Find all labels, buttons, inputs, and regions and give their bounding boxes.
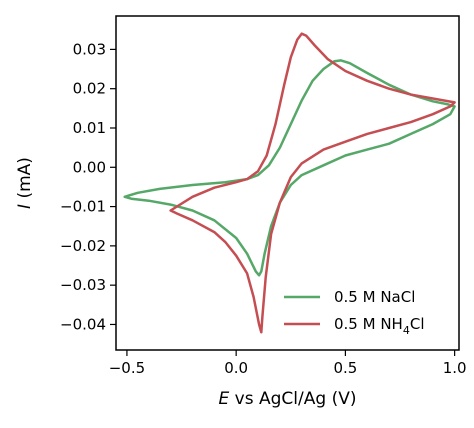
legend-label-nh4cl: 0.5 M NH4Cl xyxy=(334,315,425,337)
x-tick-label: −0.5 xyxy=(109,359,145,377)
legend-label-nh4cl-main: 0.5 M NH xyxy=(334,315,403,333)
x-tick-label: 0.5 xyxy=(333,359,357,377)
legend: 0.5 M NaCl 0.5 M NH4Cl xyxy=(284,288,425,337)
y-tick-label: 0.01 xyxy=(73,119,106,137)
legend-label-nacl-text: 0.5 M NaCl xyxy=(334,288,415,306)
legend-label-nacl: 0.5 M NaCl xyxy=(334,288,415,306)
y-axis-label-symbol: I xyxy=(15,204,35,209)
x-tick-label: 1.0 xyxy=(443,359,467,377)
y-axis-label-text: (mA) xyxy=(15,157,35,204)
y-tick-label: −0.01 xyxy=(60,198,106,216)
legend-label-nh4cl-tail: Cl xyxy=(410,315,425,333)
plot-frame xyxy=(115,15,460,351)
y-tick-label: −0.04 xyxy=(60,315,106,333)
y-tick-label: 0.00 xyxy=(73,158,106,176)
x-tick-label: 0.0 xyxy=(224,359,248,377)
x-axis-ticks: −0.5 0.0 0.5 1.0 xyxy=(109,350,467,377)
x-axis-label-symbol: E xyxy=(219,389,230,409)
y-axis-label: I (mA) xyxy=(15,157,35,209)
series-layer xyxy=(123,32,456,334)
y-tick-label: 0.03 xyxy=(73,40,106,58)
legend-label-nh4cl-subscript: 4 xyxy=(403,324,410,337)
x-axis-label-text: vs AgCl/Ag (V) xyxy=(229,389,356,409)
y-axis-ticks: −0.04 −0.03 −0.02 −0.01 0.00 0.01 0.02 0.03 xyxy=(60,40,116,333)
series-line-1 xyxy=(169,32,456,334)
series-line-0 xyxy=(123,59,456,277)
y-tick-label: −0.02 xyxy=(60,237,106,255)
y-tick-label: 0.02 xyxy=(73,80,106,98)
x-axis-label: E vs AgCl/Ag (V) xyxy=(219,389,357,409)
y-tick-label: −0.03 xyxy=(60,276,106,294)
